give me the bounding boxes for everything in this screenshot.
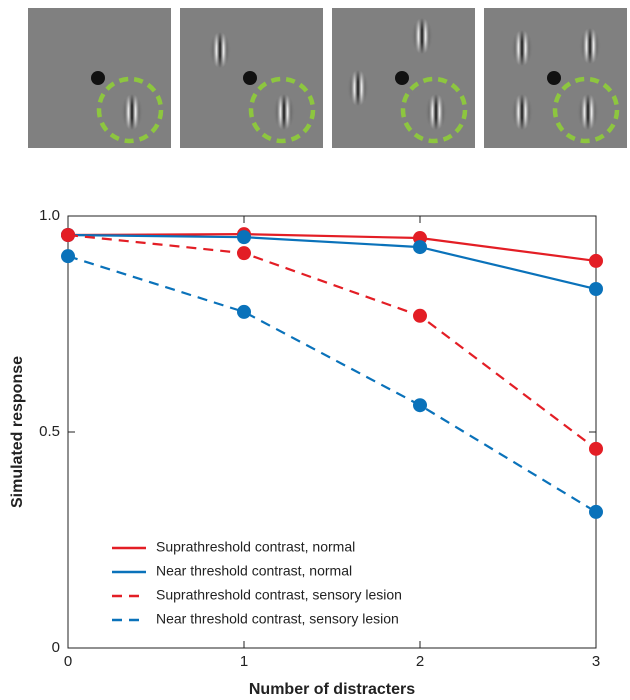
data-point: [413, 240, 427, 255]
target-ring: [552, 76, 620, 144]
x-tick-label: 1: [240, 653, 248, 670]
gabor-patch: [209, 32, 231, 68]
y-axis-title: Simulated response: [9, 356, 26, 508]
fixation-dot: [395, 71, 409, 85]
series-line: [67, 233, 597, 263]
legend-label: Suprathreshold contrast, sensory lesion: [156, 587, 402, 603]
x-tick-label: 3: [592, 653, 600, 670]
y-tick-label: 1.0: [39, 207, 60, 224]
gabor-patch: [577, 94, 599, 130]
data-point: [413, 308, 427, 323]
gabor-patch: [425, 94, 447, 130]
x-tick-label: 2: [416, 653, 424, 670]
stimulus-panel: [28, 8, 171, 148]
data-point: [61, 228, 75, 243]
x-tick-label: 0: [64, 653, 72, 670]
series-line: [67, 233, 597, 291]
gabor-patch: [273, 94, 295, 130]
data-point: [237, 246, 251, 261]
data-point: [589, 504, 603, 519]
legend-label: Near threshold contrast, normal: [156, 563, 352, 579]
gabor-patch: [411, 18, 433, 54]
stimulus-panels: [28, 8, 627, 148]
gabor-patch: [347, 70, 369, 106]
data-point: [237, 304, 251, 319]
gabor-patch: [121, 94, 143, 130]
target-ring: [96, 76, 164, 144]
data-point: [61, 249, 75, 264]
fixation-dot: [243, 71, 257, 85]
gabor-patch: [579, 28, 601, 64]
y-tick-label: 0: [52, 639, 60, 656]
target-ring: [400, 76, 468, 144]
fixation-dot: [91, 71, 105, 85]
y-tick-label: 0.5: [39, 423, 60, 440]
gabor-patch: [511, 94, 533, 130]
data-point: [589, 282, 603, 297]
stimulus-panel: [484, 8, 627, 148]
plot-frame: [67, 215, 597, 649]
stimulus-panel: [332, 8, 475, 148]
legend-label: Near threshold contrast, sensory lesion: [156, 611, 399, 627]
fixation-dot: [547, 71, 561, 85]
series-line: [67, 255, 597, 513]
series-line: [67, 233, 597, 450]
gabor-patch: [511, 30, 533, 66]
target-ring: [248, 76, 316, 144]
x-axis-title: Number of distracters: [249, 681, 415, 698]
data-point: [413, 398, 427, 413]
data-point: [589, 441, 603, 456]
data-point: [589, 253, 603, 268]
legend-label: Suprathreshold contrast, normal: [156, 539, 355, 555]
stimulus-panel: [180, 8, 323, 148]
data-point: [237, 230, 251, 245]
